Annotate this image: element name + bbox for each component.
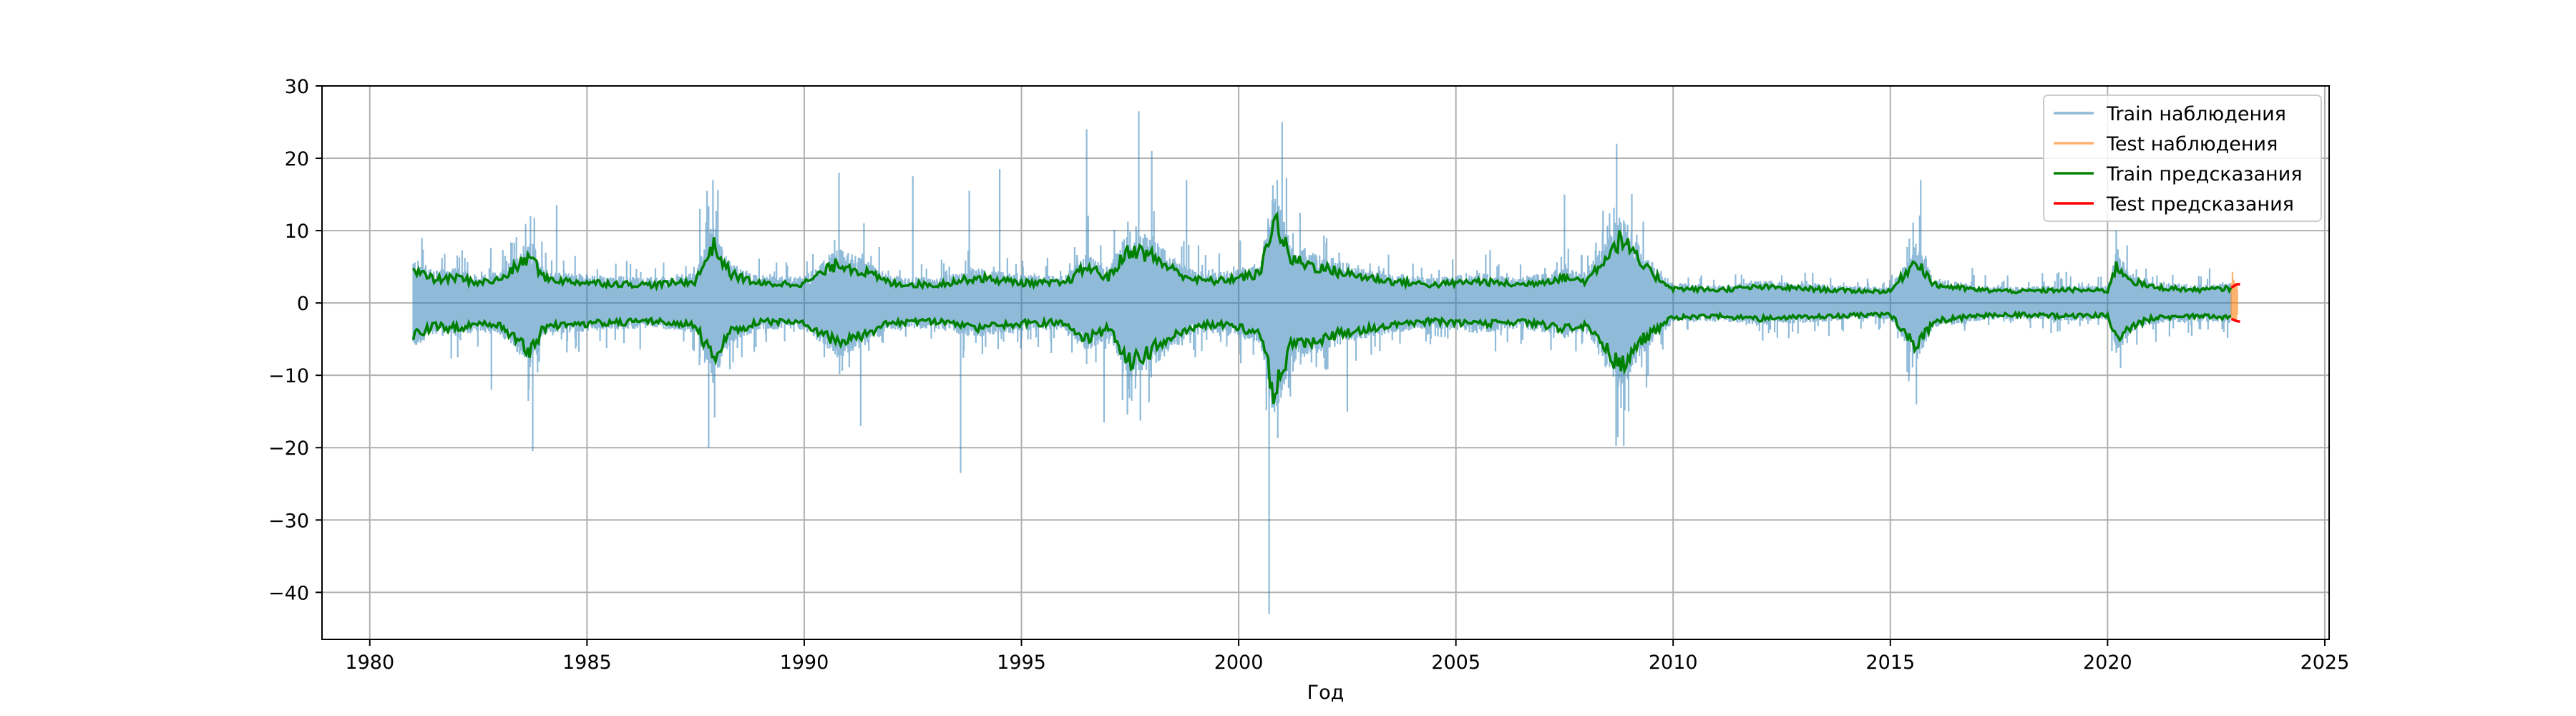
x-tick-label: 1985 <box>562 652 612 674</box>
y-tick-label: 0 <box>297 293 309 315</box>
series-test-predictions-lower <box>2230 317 2240 323</box>
x-tick-label: 1995 <box>997 652 1046 674</box>
legend-label: Train предсказания <box>2106 163 2302 185</box>
series-test-predictions-upper <box>2230 283 2240 289</box>
ticks: 1980 1985 1990 1995 2000 2005 2010 2015 2020 2025… <box>268 76 2349 674</box>
legend-box <box>2043 95 2322 222</box>
series-train-predictions-lower <box>411 310 2232 405</box>
y-tick-label: 10 <box>285 221 309 243</box>
y-tick-label: 20 <box>285 148 309 170</box>
x-tick-label: 2015 <box>1865 652 1915 674</box>
x-tick-label: 2005 <box>1431 652 1480 674</box>
legend-label: Test наблюдения <box>2106 133 2278 155</box>
series-train-observations <box>412 111 2232 614</box>
x-tick-label: 2025 <box>2301 652 2350 674</box>
legend: Train наблюдения Test наблюдения Train пре… <box>2043 95 2322 222</box>
x-tick-label: 2020 <box>2083 652 2132 674</box>
axes-frame <box>321 85 2330 640</box>
y-tick-label: −20 <box>268 437 309 460</box>
y-tick-label: −30 <box>268 510 309 532</box>
legend-label: Test предсказания <box>2106 193 2294 216</box>
y-tick-label: 30 <box>285 76 309 98</box>
x-tick-label: 1990 <box>780 652 829 674</box>
series-train-predictions-upper <box>411 211 2233 295</box>
series-test-observations <box>2230 271 2238 322</box>
plot-data <box>411 111 2240 614</box>
y-tick-label: −40 <box>268 582 309 604</box>
legend-label: Train наблюдения <box>2106 103 2286 125</box>
x-axis-label: Год <box>1307 682 1345 704</box>
x-tick-label: 2000 <box>1214 652 1264 674</box>
y-tick-label: −10 <box>268 365 309 387</box>
x-tick-label: 1980 <box>345 652 394 674</box>
x-tick-label: 2010 <box>1649 652 1698 674</box>
